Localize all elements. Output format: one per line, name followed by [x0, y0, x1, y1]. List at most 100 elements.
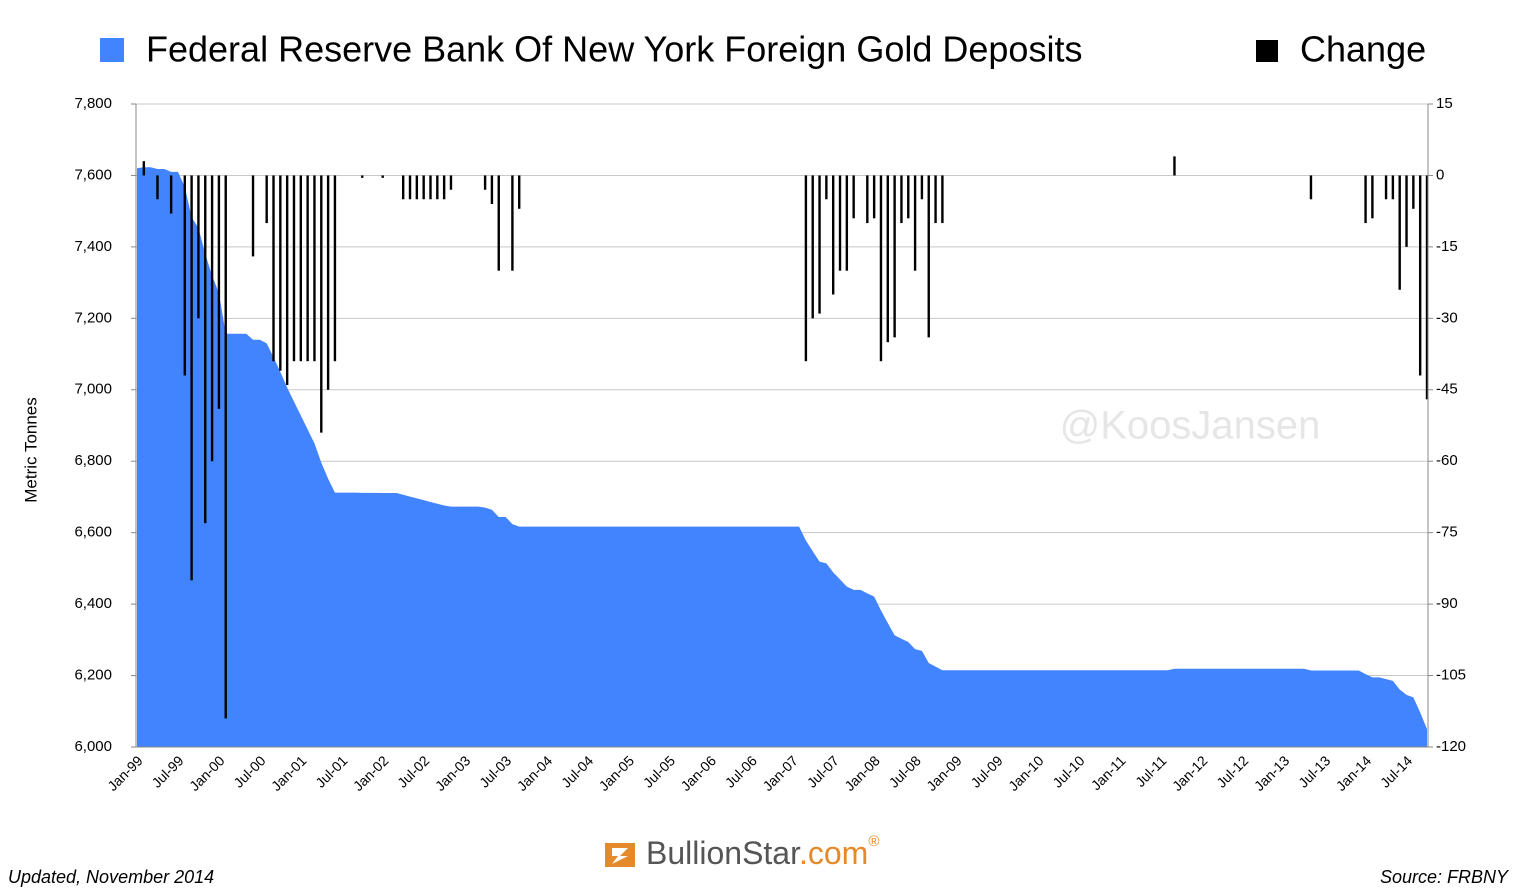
y-tick-label: 7,800	[74, 95, 112, 112]
x-tick-label: Jan-08	[841, 752, 883, 794]
x-tick-label: Jul-12	[1213, 752, 1251, 790]
bar	[169, 175, 173, 214]
x-tick-label: Jan-06	[677, 752, 719, 794]
bar	[490, 175, 494, 205]
bar	[204, 175, 207, 524]
y-tick-label: 7,000	[74, 381, 112, 398]
x-tick-label: Jan-03	[432, 752, 474, 794]
bar	[825, 175, 828, 200]
legend-label: Federal Reserve Bank Of New York Foreign…	[146, 29, 1082, 70]
bar	[907, 175, 910, 219]
bar	[251, 175, 255, 257]
y2-tick-label: -90	[1436, 595, 1458, 612]
x-tick-label: Jul-00	[230, 752, 268, 790]
y-tick-label: 6,000	[74, 738, 112, 755]
bar	[299, 175, 303, 362]
bar	[1425, 175, 1429, 400]
bar	[442, 175, 446, 200]
bar	[1391, 175, 1395, 200]
y-tick-label: 7,200	[74, 309, 112, 326]
x-tick-label: Jan-12	[1169, 752, 1211, 794]
bar	[879, 175, 883, 362]
bar	[1309, 175, 1313, 200]
y2-tick-label: -45	[1436, 381, 1458, 398]
bar	[190, 175, 193, 581]
x-tick-label: Jan-11	[1088, 752, 1129, 793]
bar	[272, 175, 275, 362]
x-tick-label: Jan-05	[596, 752, 638, 794]
bar	[197, 175, 200, 319]
bar	[886, 175, 889, 343]
bar	[1384, 175, 1388, 200]
bar	[1173, 156, 1176, 176]
bar	[920, 175, 924, 200]
bar	[852, 175, 855, 219]
x-tick-label: Jan-00	[186, 752, 228, 794]
x-tick-label: Jul-14	[1377, 752, 1415, 790]
watermark: @KoosJansen	[1060, 404, 1321, 448]
x-tick-label: Jul-99	[148, 752, 186, 790]
bar	[361, 175, 364, 178]
area	[137, 167, 1427, 748]
bar	[320, 175, 323, 433]
bar	[1412, 175, 1415, 209]
bar	[818, 175, 821, 314]
bar	[511, 175, 514, 271]
x-tick-label: Jan-10	[1005, 752, 1047, 794]
x-tick-label: Jan-04	[514, 752, 556, 794]
x-tick-label: Jul-04	[558, 752, 596, 790]
bar	[156, 175, 159, 200]
bar	[1418, 175, 1422, 376]
x-tick-label: Jul-13	[1295, 752, 1333, 790]
x-tick-label: Jan-13	[1251, 752, 1293, 794]
bar	[313, 175, 316, 362]
x-tick-label: Jul-07	[804, 752, 842, 790]
y-axis-label: Metric Tonnes	[21, 397, 40, 503]
x-tick-label: Jan-07	[759, 752, 801, 794]
y-tick-label: 6,800	[74, 452, 112, 469]
legend-label: Change	[1300, 29, 1426, 70]
bar	[306, 175, 309, 362]
x-tick-label: Jan-01	[268, 752, 310, 794]
source-note: Source: FRBNY	[1380, 867, 1510, 887]
y2-tick-label: -105	[1436, 667, 1466, 684]
bar	[422, 175, 425, 200]
bar	[415, 175, 419, 200]
bar	[408, 175, 412, 200]
bar	[483, 175, 487, 190]
y2-tick-label: 0	[1436, 166, 1444, 183]
bar	[279, 175, 282, 371]
bar	[292, 175, 296, 362]
bar	[210, 175, 214, 462]
bar	[872, 175, 876, 219]
x-tick-label: Jul-09	[967, 752, 1005, 790]
bar	[183, 175, 186, 376]
x-tick-label: Jul-05	[640, 752, 678, 790]
logo: BullionStar.com®	[605, 833, 879, 871]
footer-note: Updated, November 2014	[8, 867, 214, 887]
x-tick-label: Jul-10	[1049, 752, 1087, 790]
bar	[866, 175, 869, 224]
bar	[941, 175, 944, 224]
bar	[913, 175, 917, 271]
bar	[265, 175, 268, 224]
legend-swatch	[100, 38, 124, 62]
x-tick-label: Jan-02	[350, 752, 392, 794]
y2-tick-label: -30	[1436, 309, 1458, 326]
y2-tick-label: -15	[1436, 238, 1458, 255]
bar	[326, 175, 330, 390]
bar	[900, 175, 903, 224]
bar	[838, 175, 842, 271]
x-tick-label: Jul-03	[476, 752, 514, 790]
y-tick-label: 6,200	[74, 667, 112, 684]
bar	[518, 175, 521, 209]
x-tick-label: Jul-11	[1132, 752, 1170, 790]
x-tick-label: Jan-14	[1333, 752, 1375, 794]
legend-swatch	[1256, 40, 1278, 62]
logo-star	[612, 848, 628, 864]
bar	[927, 175, 930, 338]
x-tick-label: Jan-99	[104, 752, 146, 794]
bar	[449, 175, 453, 190]
bar	[1371, 175, 1374, 219]
